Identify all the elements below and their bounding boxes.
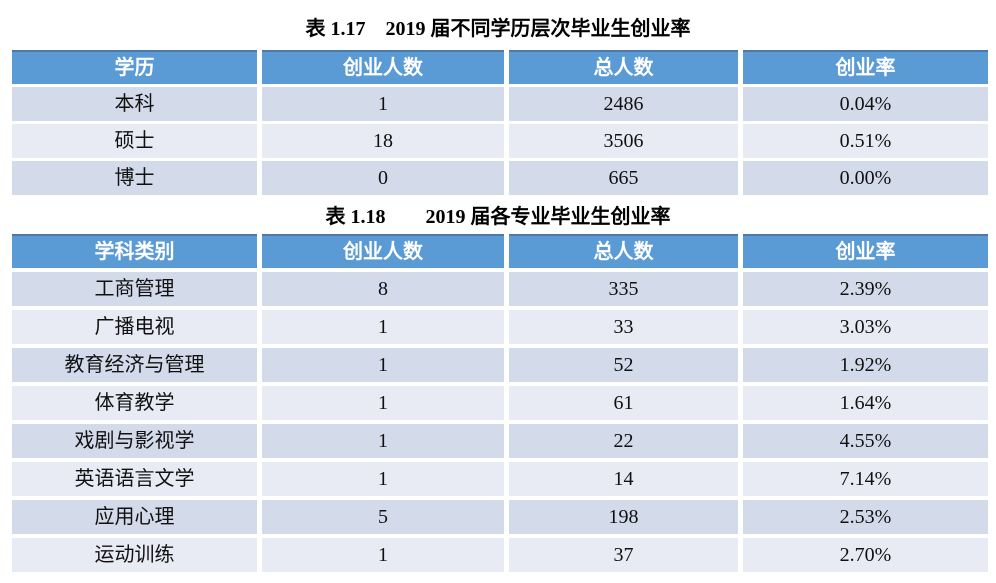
table-cell: 3506	[509, 124, 738, 158]
table-cell: 1	[262, 87, 504, 121]
header-cell-total-count: 总人数	[509, 50, 738, 84]
table-row: 广播电视 1 33 3.03%	[12, 310, 988, 344]
table-cell: 2.39%	[743, 272, 988, 306]
table-row: 工商管理 8 335 2.39%	[12, 272, 988, 306]
header-cell-entrepreneur-count: 创业人数	[262, 234, 504, 268]
table-cell: 0	[262, 161, 504, 195]
table-cell: 教育经济与管理	[12, 348, 257, 382]
table-cell: 1	[262, 348, 504, 382]
table-1-18-title: 表 1.18 2019 届各专业毕业生创业率	[325, 206, 671, 228]
table-cell: 2486	[509, 87, 738, 121]
header-cell-education-level: 学历	[12, 50, 257, 84]
table-cell: 工商管理	[12, 272, 257, 306]
table-row: 教育经济与管理 1 52 1.92%	[12, 348, 988, 382]
table-cell: 0.00%	[743, 161, 988, 195]
table-cell: 1	[262, 386, 504, 420]
table-cell: 5	[262, 500, 504, 534]
table-cell: 61	[509, 386, 738, 420]
table-row: 戏剧与影视学 1 22 4.55%	[12, 424, 988, 458]
table-cell: 2.53%	[743, 500, 988, 534]
table-cell: 硕士	[12, 124, 257, 158]
table-1-18-header-row: 学科类别 创业人数 总人数 创业率	[12, 234, 988, 268]
table-row: 硕士 18 3506 0.51%	[12, 124, 988, 158]
header-cell-entrepreneurship-rate: 创业率	[743, 234, 988, 268]
table-cell: 运动训练	[12, 538, 257, 572]
table-1-17: 学历 创业人数 总人数 创业率 本科 1 2486 0.04% 硕士 18 3506 0.51…	[12, 50, 988, 195]
table-cell: 22	[509, 424, 738, 458]
table-cell: 本科	[12, 87, 257, 121]
table-cell: 3.03%	[743, 310, 988, 344]
table-cell: 8	[262, 272, 504, 306]
table-1-17-title: 表 1.17 2019 届不同学历层次毕业生创业率	[305, 17, 691, 40]
table-cell: 1	[262, 538, 504, 572]
table-row: 运动训练 1 37 2.70%	[12, 538, 988, 572]
header-cell-discipline-category: 学科类别	[12, 234, 257, 268]
table-cell: 1.92%	[743, 348, 988, 382]
table-row: 体育教学 1 61 1.64%	[12, 386, 988, 420]
table-row: 英语语言文学 1 14 7.14%	[12, 462, 988, 496]
table-row: 应用心理 5 198 2.53%	[12, 500, 988, 534]
table-cell: 7.14%	[743, 462, 988, 496]
table-cell: 体育教学	[12, 386, 257, 420]
table-cell: 0.04%	[743, 87, 988, 121]
header-cell-entrepreneur-count: 创业人数	[262, 50, 504, 84]
header-cell-entrepreneurship-rate: 创业率	[743, 50, 988, 84]
table-cell: 4.55%	[743, 424, 988, 458]
table-cell: 665	[509, 161, 738, 195]
table-cell: 18	[262, 124, 504, 158]
table-row: 博士 0 665 0.00%	[12, 161, 988, 195]
table-cell: 1	[262, 310, 504, 344]
table-cell: 2.70%	[743, 538, 988, 572]
table-cell: 335	[509, 272, 738, 306]
table-cell: 52	[509, 348, 738, 382]
table-cell: 198	[509, 500, 738, 534]
table-cell: 1.64%	[743, 386, 988, 420]
table-1-17-header-row: 学历 创业人数 总人数 创业率	[12, 50, 988, 84]
table-cell: 英语语言文学	[12, 462, 257, 496]
table-row: 本科 1 2486 0.04%	[12, 87, 988, 121]
table-cell: 33	[509, 310, 738, 344]
table-cell: 14	[509, 462, 738, 496]
table-cell: 1	[262, 462, 504, 496]
table-cell: 37	[509, 538, 738, 572]
table-cell: 戏剧与影视学	[12, 424, 257, 458]
header-cell-total-count: 总人数	[509, 234, 738, 268]
table-cell: 博士	[12, 161, 257, 195]
table-1-18: 学科类别 创业人数 总人数 创业率 工商管理 8 335 2.39% 广播电视 1 33 3.…	[12, 234, 988, 572]
table-cell: 1	[262, 424, 504, 458]
table-cell: 广播电视	[12, 310, 257, 344]
table-cell: 0.51%	[743, 124, 988, 158]
table-cell: 应用心理	[12, 500, 257, 534]
